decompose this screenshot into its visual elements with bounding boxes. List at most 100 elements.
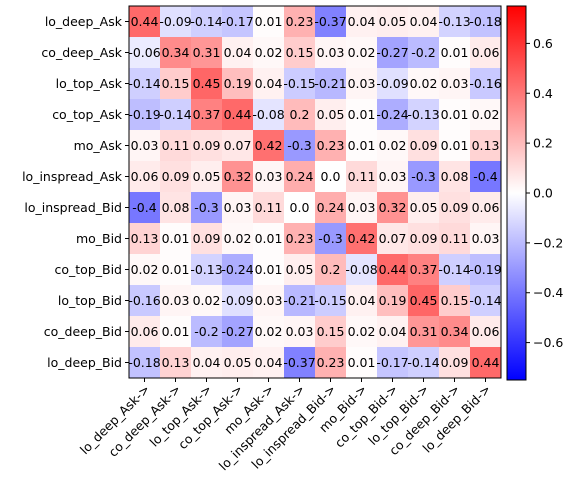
cell-value-label: -0.14 <box>438 262 470 277</box>
heatmap-cell <box>253 161 285 193</box>
heatmap-cell <box>191 347 223 379</box>
heatmap-cell <box>160 254 192 286</box>
heatmap-cell <box>284 130 316 162</box>
cell-value-label: 0.08 <box>162 200 190 215</box>
y-tick-label: co_deep_Ask <box>41 45 122 60</box>
heatmap-cell <box>222 223 254 255</box>
cell-value-label: 0.15 <box>286 45 314 60</box>
colorbar-tick-label: 0.2 <box>533 136 553 151</box>
heatmap-cell <box>346 347 378 379</box>
heatmap-cell <box>439 254 471 286</box>
heatmap-cell <box>408 68 440 100</box>
heatmap-cell <box>470 130 502 162</box>
heatmap-cell <box>346 37 378 69</box>
cell-value-label: 0.11 <box>348 169 376 184</box>
heatmap-cell <box>222 285 254 317</box>
heatmap-cell <box>470 316 502 348</box>
heatmap-cell <box>408 130 440 162</box>
heatmap-cell <box>284 192 316 224</box>
heatmap-cell <box>129 254 161 286</box>
cell-value-label: 0.01 <box>255 231 283 246</box>
cell-value-label: -0.24 <box>376 107 408 122</box>
heatmap-cell <box>346 254 378 286</box>
cell-value-label: 0.04 <box>255 355 283 370</box>
heatmap-cell <box>191 99 223 131</box>
cell-value-label: 0.03 <box>317 45 345 60</box>
cell-value-label: -0.2 <box>411 45 435 60</box>
colorbar-tick-label: 0.0 <box>533 186 553 201</box>
cell-value-label: 0.09 <box>193 231 221 246</box>
cell-value-label: 0.02 <box>472 107 500 122</box>
heatmap-cell <box>284 6 316 38</box>
heatmap-cell <box>284 161 316 193</box>
heatmap-cell <box>439 99 471 131</box>
cell-value-label: 0.03 <box>131 138 159 153</box>
cell-value-label: -0.14 <box>128 76 160 91</box>
cell-value-label: 0.03 <box>441 76 469 91</box>
cell-value-label: 0.01 <box>348 355 376 370</box>
heatmap-cell <box>253 6 285 38</box>
cell-value-label: 0.07 <box>224 138 252 153</box>
heatmap-cell <box>315 316 347 348</box>
cell-value-label: -0.27 <box>221 324 253 339</box>
cell-value-label: -0.3 <box>287 138 311 153</box>
cell-value-label: 0.09 <box>441 200 469 215</box>
cell-value-label: 0.03 <box>255 169 283 184</box>
cell-value-label: 0.02 <box>131 262 159 277</box>
cell-value-label: 0.04 <box>193 355 221 370</box>
colorbar-tick-label: −0.4 <box>533 285 563 300</box>
cell-value-label: 0.04 <box>348 14 376 29</box>
heatmap-cell <box>408 316 440 348</box>
cell-value-label: 0.24 <box>317 200 345 215</box>
cell-value-label: -0.3 <box>318 231 342 246</box>
heatmap-cell <box>346 316 378 348</box>
y-tick-label: lo_inspread_Ask <box>22 169 123 184</box>
heatmap-cell <box>222 99 254 131</box>
heatmap-cell <box>129 130 161 162</box>
colorbar-tick-label: −0.6 <box>533 335 563 350</box>
cell-value-label: 0.02 <box>193 293 221 308</box>
cell-value-label: -0.13 <box>407 107 439 122</box>
heatmap-cell <box>377 6 409 38</box>
cell-value-label: 0.06 <box>472 45 500 60</box>
cell-value-label: 0.11 <box>441 231 469 246</box>
cell-value-label: 0.01 <box>441 45 469 60</box>
cell-value-label: -0.27 <box>376 45 408 60</box>
cell-value-label: 0.31 <box>410 324 438 339</box>
cell-value-label: -0.16 <box>128 293 160 308</box>
y-tick-label: mo_Bid <box>76 231 122 246</box>
cell-value-label: 0.23 <box>286 231 314 246</box>
cell-value-label: -0.37 <box>283 355 315 370</box>
cell-value-label: 0.01 <box>441 107 469 122</box>
cell-value-label: -0.09 <box>221 293 253 308</box>
heatmap-cell <box>315 285 347 317</box>
cell-value-label: -0.15 <box>314 293 346 308</box>
heatmap-cell <box>315 192 347 224</box>
cell-value-label: 0.02 <box>348 324 376 339</box>
cell-value-label: 0.09 <box>162 169 190 184</box>
cell-value-label: 0.37 <box>410 262 438 277</box>
cell-value-label: 0.01 <box>162 231 190 246</box>
colorbar <box>506 5 527 381</box>
heatmap-cell <box>160 161 192 193</box>
cell-value-label: -0.18 <box>128 355 160 370</box>
y-tick-label: mo_Ask <box>74 138 123 153</box>
cell-value-label: -0.14 <box>407 355 439 370</box>
cell-value-label: -0.13 <box>438 14 470 29</box>
cell-value-label: -0.17 <box>376 355 408 370</box>
cell-value-label: -0.4 <box>473 169 497 184</box>
heatmap-cell <box>284 99 316 131</box>
heatmap-cell <box>191 68 223 100</box>
heatmap-cell <box>284 254 316 286</box>
heatmap-cell <box>253 223 285 255</box>
heatmap-cell <box>439 161 471 193</box>
heatmap-cell <box>160 68 192 100</box>
cell-value-label: 0.0 <box>321 169 341 184</box>
cell-value-label: 0.03 <box>162 293 190 308</box>
heatmap-cell <box>408 285 440 317</box>
y-tick-label: co_top_Bid <box>55 262 123 277</box>
heatmap-cell <box>346 130 378 162</box>
cell-value-label: -0.15 <box>283 76 315 91</box>
heatmap-cell <box>346 68 378 100</box>
